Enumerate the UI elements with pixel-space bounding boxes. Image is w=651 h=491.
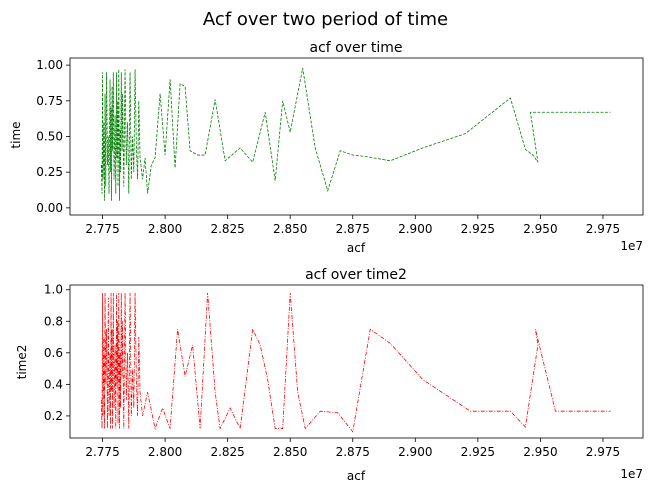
chart-bottom-x-tick-label: 2.850	[273, 445, 307, 459]
chart-top-x-label: acf	[347, 241, 366, 255]
chart-bottom-y-tick-label: 0.8	[44, 314, 63, 328]
chart-bottom-x-label: acf	[347, 469, 366, 483]
chart-bottom-series	[100, 292, 611, 433]
chart-top-y-label: time	[9, 121, 23, 148]
chart-bottom-y-tick-label: 0.6	[44, 346, 63, 360]
chart-top-y-tick-label: 0.00	[36, 201, 63, 215]
chart-top-title: acf over time	[310, 40, 403, 56]
chart-bottom-title: acf over time2	[305, 267, 407, 283]
chart-top-x-tick-label: 2.950	[523, 222, 557, 236]
chart-top-y-ticks: 0.00 0.25 0.50 0.75 1.00	[36, 58, 70, 215]
chart-bottom-x-tick-label: 2.950	[523, 445, 557, 459]
chart-bottom-x-tick-label: 2.775	[85, 445, 119, 459]
figure-title: Acf over two period of time	[203, 9, 448, 30]
chart-bottom-x-tick-label: 2.825	[210, 445, 244, 459]
chart-bottom-y-tick-label: 0.4	[44, 377, 63, 391]
chart-top-y-tick-label: 1.00	[36, 58, 63, 72]
chart-top-x-tick-label: 2.875	[336, 222, 370, 236]
chart-top-series-line-0	[100, 67, 611, 201]
chart-bottom-frame	[69, 284, 644, 439]
chart-bottom-y-tick-label: 0.2	[44, 409, 63, 423]
chart-bottom-x-tick-label: 2.975	[586, 445, 620, 459]
chart-bottom-x-tick-label: 2.875	[336, 445, 370, 459]
chart-top-x-tick-label: 2.825	[210, 222, 244, 236]
chart-top-series	[100, 67, 611, 201]
chart-bottom-series-line-0	[100, 292, 611, 433]
chart-top-x-tick-label: 2.900	[398, 222, 432, 236]
chart-top-x-tick-label: 2.975	[586, 222, 620, 236]
chart-bottom: acf over time2 2.775 2.800 2.825 2.850 2.875…	[15, 267, 644, 483]
chart-bottom-x-ticks: 2.775 2.800 2.825 2.850 2.875 2.900 2.925 2.950…	[85, 438, 620, 459]
chart-bottom-y-ticks: 0.2 0.4 0.6 0.8 1.0	[44, 283, 70, 423]
chart-bottom-y-tick-label: 1.0	[44, 283, 63, 297]
chart-top-x-tick-label: 2.850	[273, 222, 307, 236]
chart-bottom-y-label: time2	[15, 345, 29, 380]
chart-bottom-x-tick-label: 2.800	[148, 445, 182, 459]
chart-top: acf over time 2.775 2.800 2.825 2.850 2.875 2…	[9, 40, 644, 255]
chart-bottom-x-tick-label: 2.925	[461, 445, 495, 459]
chart-top-y-tick-label: 0.75	[36, 94, 63, 108]
chart-bottom-x-offset: 1e7	[620, 467, 643, 481]
chart-top-x-tick-label: 2.800	[148, 222, 182, 236]
chart-top-x-tick-label: 2.925	[461, 222, 495, 236]
chart-top-y-tick-label: 0.50	[36, 130, 63, 144]
chart-top-x-tick-label: 2.775	[85, 222, 119, 236]
chart-top-x-offset: 1e7	[620, 239, 643, 253]
chart-bottom-x-tick-label: 2.900	[398, 445, 432, 459]
chart-top-x-ticks: 2.775 2.800 2.825 2.850 2.875 2.900 2.925 2.950…	[85, 215, 620, 236]
chart-top-y-tick-label: 0.25	[36, 165, 63, 179]
